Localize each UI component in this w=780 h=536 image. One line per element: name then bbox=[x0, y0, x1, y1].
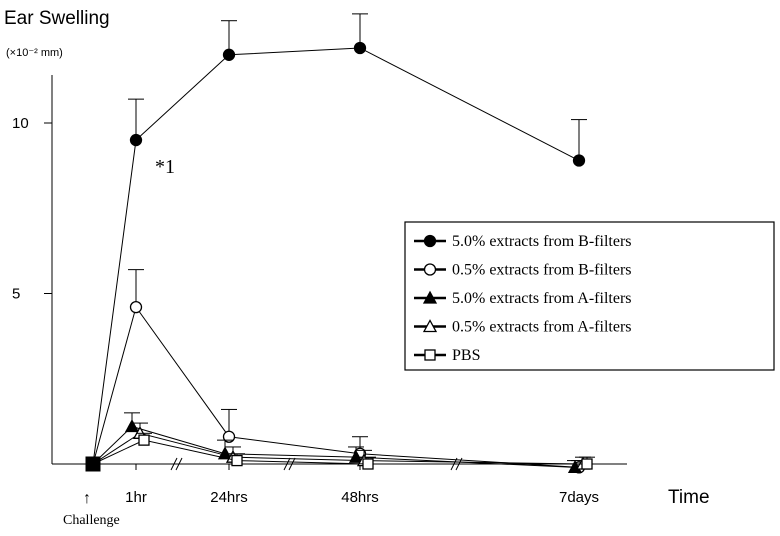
legend-item-4: PBS bbox=[414, 347, 480, 364]
x-tick-label-48hrs: 48hrs bbox=[341, 489, 379, 506]
legend-box bbox=[404, 221, 775, 371]
point-4-2 bbox=[231, 454, 243, 467]
legend-label-0: 5.0% extracts from B-filters bbox=[452, 233, 632, 250]
legend: 5.0% extracts from B-filters 0.5% extract… bbox=[404, 221, 775, 371]
legend-label-4: PBS bbox=[452, 347, 480, 364]
x-tick-label-7days: 7days bbox=[559, 489, 599, 506]
challenge-arrow: ↑ bbox=[83, 490, 91, 507]
point-0-2 bbox=[222, 48, 236, 61]
legend-marker-1 bbox=[423, 263, 437, 276]
legend-marker-2 bbox=[422, 290, 438, 304]
legend-marker-4 bbox=[424, 349, 436, 361]
series-4 bbox=[92, 432, 595, 470]
legend-item-3: 0.5% extracts from A-filters bbox=[414, 319, 632, 336]
chart-title: Ear Swelling bbox=[4, 8, 110, 29]
point-0-1 bbox=[129, 133, 143, 147]
y-tick-label-10: 10 bbox=[12, 115, 29, 132]
legend-label-1: 0.5% extracts from B-filters bbox=[452, 262, 632, 279]
series-layer bbox=[85, 13, 595, 474]
point-4-4 bbox=[581, 458, 593, 470]
point-0-4 bbox=[572, 154, 586, 167]
point-2-1 bbox=[124, 419, 140, 433]
legend-label-2: 5.0% extracts from A-filters bbox=[452, 290, 632, 307]
point-0-3 bbox=[353, 41, 367, 55]
x-tick-label-24hrs: 24hrs bbox=[210, 489, 248, 506]
series-line-3 bbox=[92, 432, 584, 465]
series-2 bbox=[92, 412, 583, 474]
legend-label-3: 0.5% extracts from A-filters bbox=[452, 319, 632, 336]
point-1-2 bbox=[222, 430, 236, 443]
point-2-3 bbox=[348, 449, 364, 463]
series-3 bbox=[92, 422, 591, 470]
series-0 bbox=[92, 13, 587, 465]
series-line-2 bbox=[92, 425, 576, 468]
legend-item-2: 5.0% extracts from A-filters bbox=[414, 290, 632, 307]
significance-annotation: *1 bbox=[155, 156, 175, 178]
point-4-1 bbox=[138, 434, 150, 446]
legend-marker-0 bbox=[423, 234, 437, 248]
legend-item-1: 0.5% extracts from B-filters bbox=[414, 262, 632, 279]
x-axis-label: Time bbox=[668, 487, 710, 508]
legend-marker-3 bbox=[422, 319, 438, 333]
point-1-1 bbox=[129, 300, 143, 314]
y-tick-label-5: 5 bbox=[12, 286, 20, 303]
challenge-marker bbox=[85, 456, 101, 472]
point-4-3 bbox=[362, 458, 374, 470]
legend-item-0: 5.0% extracts from B-filters bbox=[414, 233, 632, 250]
x-tick-label-1hr: 1hr bbox=[125, 489, 147, 506]
challenge-label: Challenge bbox=[63, 513, 120, 528]
y-axis-unit: (×10⁻² mm) bbox=[6, 47, 63, 59]
